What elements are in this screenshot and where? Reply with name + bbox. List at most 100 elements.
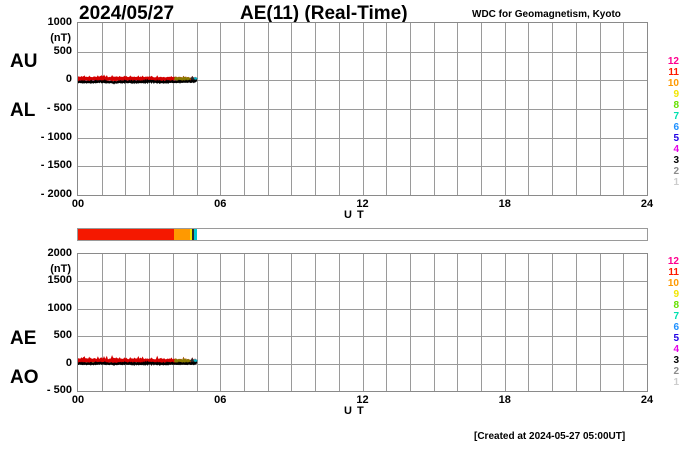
y-tick-label: - 500 xyxy=(46,102,72,114)
status-segment-orange-block xyxy=(174,229,190,240)
panel1-gridlines xyxy=(78,23,647,195)
x-tick-label: 18 xyxy=(498,394,511,406)
legend-item-station-3: 3 xyxy=(673,155,679,166)
y-tick-label: - 1500 xyxy=(40,159,72,172)
legend-item-station-10: 10 xyxy=(667,278,679,289)
x-tick-label: 24 xyxy=(640,198,654,210)
trace-tail-segment xyxy=(173,356,191,365)
vertical-gridline xyxy=(481,254,482,391)
vertical-gridline xyxy=(528,254,529,391)
vertical-gridline xyxy=(623,254,624,391)
x-tick-label: 00 xyxy=(71,198,85,210)
x-tick-label: 24 xyxy=(640,394,654,406)
horizontal-gridline xyxy=(78,336,647,337)
legend-item-station-4: 4 xyxy=(673,144,679,155)
panel-au-al xyxy=(77,22,648,196)
vertical-gridline xyxy=(600,254,601,391)
x-tick-label: 12 xyxy=(356,394,369,406)
vertical-gridline xyxy=(244,254,245,391)
chart-source-credit: WDC for Geomagnetism, Kyoto xyxy=(472,9,621,20)
trace-tail-segment xyxy=(193,358,198,363)
horizontal-gridline xyxy=(78,309,647,310)
legend-item-station-5: 5 xyxy=(673,133,679,144)
y-tick-label: 0 xyxy=(65,356,72,369)
vertical-gridline xyxy=(173,254,174,391)
trace-tail-segment xyxy=(193,76,198,81)
legend-item-station-11: 11 xyxy=(668,267,679,278)
vertical-gridline xyxy=(434,254,435,391)
y-tick-label: 1000 xyxy=(47,301,72,314)
legend-item-station-11: 11 xyxy=(668,67,679,78)
panel1-unit-label: (nT) xyxy=(50,32,71,44)
vertical-gridline xyxy=(386,254,387,391)
legend-item-station-8: 8 xyxy=(673,100,679,111)
index-trace-al xyxy=(78,78,198,85)
legend-item-station-9: 9 xyxy=(673,89,679,100)
legend-item-station-9: 9 xyxy=(673,289,679,300)
status-segment-dark-block xyxy=(191,229,194,240)
panel-ae-ao xyxy=(77,253,648,392)
vertical-gridline xyxy=(505,254,506,391)
panel2-traces xyxy=(78,254,647,391)
chart-title: AE(11) (Real-Time) xyxy=(240,3,408,24)
panel2-label-ao: AO xyxy=(10,367,39,388)
y-tick-label: - 2000 xyxy=(40,188,72,200)
legend-item-station-6: 6 xyxy=(673,322,679,333)
y-tick-label: 0 xyxy=(65,73,72,86)
vertical-gridline xyxy=(552,254,553,391)
horizontal-gridline xyxy=(78,364,647,365)
status-segment-yellow-block xyxy=(189,229,192,240)
index-trace-ao xyxy=(78,360,198,367)
horizontal-gridline xyxy=(78,281,647,282)
panel1-label-al: AL xyxy=(10,100,36,121)
horizontal-gridline xyxy=(78,80,647,81)
vertical-gridline xyxy=(291,254,292,391)
legend-item-station-12: 12 xyxy=(667,256,679,267)
legend-item-station-1: 1 xyxy=(673,177,679,188)
status-segment-cyan-block xyxy=(193,229,197,240)
y-tick-label: - 1000 xyxy=(40,130,72,143)
vertical-gridline xyxy=(315,254,316,391)
y-tick-label: 1000 xyxy=(47,16,72,28)
legend-item-station-3: 3 xyxy=(673,355,679,366)
y-tick-label: 500 xyxy=(53,329,72,342)
panel1-x-axis-title: U T xyxy=(344,209,365,221)
status-segment-red-block xyxy=(78,229,175,240)
vertical-gridline xyxy=(410,254,411,391)
vertical-gridline xyxy=(125,254,126,391)
panel2-gridlines xyxy=(78,254,647,391)
legend-item-station-12: 12 xyxy=(667,56,679,67)
x-tick-label: 06 xyxy=(214,198,227,210)
vertical-gridline xyxy=(102,254,103,391)
horizontal-gridline xyxy=(78,166,647,167)
y-tick-label: 2000 xyxy=(47,247,72,259)
data-availability-status-bar xyxy=(77,228,648,241)
panel1-label-au: AU xyxy=(10,51,38,72)
legend-item-station-7: 7 xyxy=(673,111,679,122)
y-tick-label: - 500 xyxy=(46,384,72,396)
vertical-gridline xyxy=(576,254,577,391)
trace-tail-segment xyxy=(190,76,195,82)
panel1-traces xyxy=(78,23,647,195)
panel2-x-axis-title: U T xyxy=(344,405,365,417)
vertical-gridline xyxy=(339,254,340,391)
legend-item-station-2: 2 xyxy=(673,366,679,377)
horizontal-gridline xyxy=(78,138,647,139)
trace-canvas xyxy=(78,74,198,85)
x-tick-label: 18 xyxy=(498,198,511,210)
legend-item-station-8: 8 xyxy=(673,300,679,311)
chart-date: 2024/05/27 xyxy=(79,3,175,24)
horizontal-gridline xyxy=(78,109,647,110)
panel1-station-legend: 12 11 10 9 8 7 6 5 4 3 2 1 xyxy=(657,56,679,188)
x-tick-label: 12 xyxy=(356,198,369,210)
legend-item-station-10: 10 xyxy=(667,78,679,89)
trace-tail-segment xyxy=(190,357,195,365)
legend-item-station-5: 5 xyxy=(673,333,679,344)
vertical-gridline xyxy=(268,254,269,391)
panel2-label-ae: AE xyxy=(10,328,37,349)
created-timestamp: [Created at 2024-05-27 05:00UT] xyxy=(474,431,626,442)
trace-tail-segment xyxy=(173,75,191,82)
panel2-station-legend: 12 11 10 9 8 7 6 5 4 3 2 1 xyxy=(657,256,679,388)
vertical-gridline xyxy=(457,254,458,391)
